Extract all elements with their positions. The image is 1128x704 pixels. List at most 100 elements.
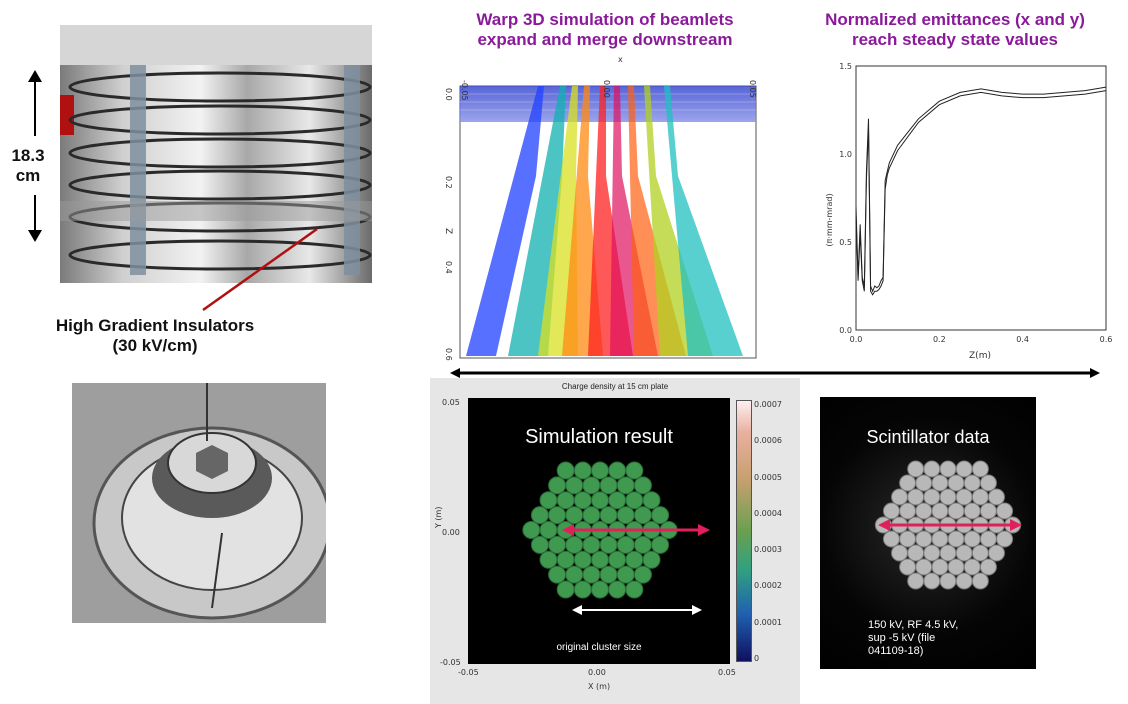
scint-beamlet-10 [979, 474, 997, 492]
scint-beamlet-43 [891, 544, 909, 562]
emittance-title-line2: reach steady state values [851, 30, 1058, 49]
warp-x-tick-1: 0.00 [602, 80, 611, 98]
scint-beamlet-42 [996, 530, 1014, 548]
cd-y-tick-0: 0.05 [442, 398, 460, 407]
insulator-caption: High Gradient Insulators (30 kV/cm) [0, 316, 310, 356]
warp-z-tick-1: 0.2 [444, 176, 453, 189]
sim-beamlet-4 [625, 461, 644, 480]
beamlet-1 [466, 86, 544, 356]
scint-beamlet-7 [931, 474, 949, 492]
scint-beamlet-44 [907, 544, 925, 562]
sim-beamlet-2 [591, 461, 609, 480]
scint-beamlet-45 [923, 544, 941, 562]
colorbar-tick-2: 0.0005 [754, 472, 782, 482]
scint-beamlet-60 [971, 572, 989, 590]
sim-beamlet-35 [530, 535, 549, 554]
sim-beamlet-26 [522, 521, 541, 539]
height-value: 18.3 [11, 146, 45, 165]
height-unit: cm [15, 166, 41, 185]
scint-beamlet-6 [915, 474, 933, 492]
sim-beamlet-16 [625, 491, 644, 510]
insulator-pointer-line [202, 227, 318, 312]
divider-arrow [450, 368, 1100, 378]
scint-beamlet-51 [915, 558, 933, 576]
sim-beamlet-1 [573, 461, 592, 480]
insulator-caption-line1: High Gradient Insulators [55, 316, 255, 335]
scint-beamlet-2 [939, 460, 957, 478]
scint-beamlet-38 [931, 530, 949, 548]
scint-beamlet-20 [915, 502, 933, 520]
colorbar-tick-0: 0.0007 [754, 400, 782, 409]
sim-beamlet-53 [599, 565, 618, 584]
sim-beamlet-40 [616, 535, 635, 554]
beamlet-9 [664, 86, 743, 356]
emittance-title: Normalized emittances (x and y) reach st… [790, 10, 1120, 50]
warp-z-axis-label: Z [443, 228, 453, 234]
scint-note-line2: sup -5 kV (file [868, 632, 936, 644]
scint-beamlet-49 [987, 544, 1005, 562]
original-size-arrow-left [572, 605, 582, 615]
emittance-x-tick-0: 0.0 [850, 335, 863, 344]
sim-beamlet-44 [556, 550, 575, 569]
scintillator-panel: Scintillator data 150 kV, RF 4.5 kV, sup… [820, 397, 1036, 669]
sim-beamlet-37 [565, 535, 584, 554]
original-cluster-size-label: original cluster size [556, 642, 642, 653]
beamlet-6 [610, 86, 658, 356]
extraction-band [460, 86, 756, 122]
sim-beamlet-60 [625, 580, 644, 599]
scint-beamlet-18 [882, 502, 900, 520]
scint-beamlet-17 [987, 488, 1005, 506]
scint-beamlet-0 [907, 460, 925, 478]
cd-x-tick-2: 0.05 [718, 668, 736, 677]
merged-size-arrow-right [698, 524, 710, 536]
sim-beamlet-23 [616, 506, 635, 525]
beamlet-8 [644, 86, 713, 356]
scint-beamlet-46 [939, 544, 957, 562]
sim-beamlet-22 [599, 506, 618, 525]
insulator-stack-drawing [60, 25, 372, 275]
scint-beamlet-39 [947, 530, 965, 548]
scint-beamlet-53 [947, 558, 965, 576]
cd-ylabel: Y (m) [434, 506, 443, 528]
scint-beamlet-9 [963, 474, 981, 492]
sim-beamlet-55 [633, 565, 652, 584]
warp-z-tick-0: 0.0 [444, 88, 453, 101]
sim-beamlet-42 [651, 535, 670, 554]
sim-beamlet-39 [599, 535, 618, 554]
emittance-line-2 [855, 90, 1107, 296]
emittance-x-ticks: 0.0 0.2 0.4 0.6 [850, 335, 1113, 344]
insulator-stack-photo [60, 25, 372, 283]
scint-beamlet-21 [931, 502, 949, 520]
scint-beamlet-23 [963, 502, 981, 520]
ion-source-drawing [72, 383, 326, 623]
sim-beamlet-51 [565, 565, 584, 584]
emittance-x-tick-1: 0.2 [933, 335, 946, 344]
height-arrow [28, 70, 42, 242]
sim-beamlet-50 [548, 565, 567, 584]
warp-sim-title-line2: expand and merge downstream [477, 30, 733, 49]
sim-beamlet-36 [548, 535, 567, 554]
scint-beamlet-50 [899, 558, 917, 576]
colorbar [736, 400, 752, 662]
sim-beamlet-12 [556, 491, 575, 510]
emittance-series [855, 86, 1107, 296]
sim-beamlet-19 [548, 506, 567, 525]
sim-beamlet-56 [556, 580, 575, 599]
scint-beamlet-25 [996, 502, 1014, 520]
sim-beamlet-49 [642, 550, 661, 569]
scintillator-cluster [874, 460, 1022, 590]
sim-beamlet-21 [582, 506, 601, 525]
warp-sim-title-line1: Warp 3D simulation of beamlets [476, 10, 734, 29]
scint-note-line3: 041109-18) [868, 645, 924, 657]
scint-beamlet-57 [923, 572, 941, 590]
sim-beamlet-59 [608, 580, 627, 599]
sim-beamlet-25 [651, 506, 670, 525]
cd-y-tick-1: 0.00 [442, 528, 460, 537]
sim-beamlet-11 [539, 491, 558, 510]
emittance-x-tick-2: 0.4 [1016, 335, 1029, 344]
scint-beamlet-36 [899, 530, 917, 548]
sim-beamlet-9 [616, 476, 635, 495]
scint-beamlet-40 [963, 530, 981, 548]
scint-beamlet-58 [939, 572, 957, 590]
scint-beamlet-4 [971, 460, 989, 478]
